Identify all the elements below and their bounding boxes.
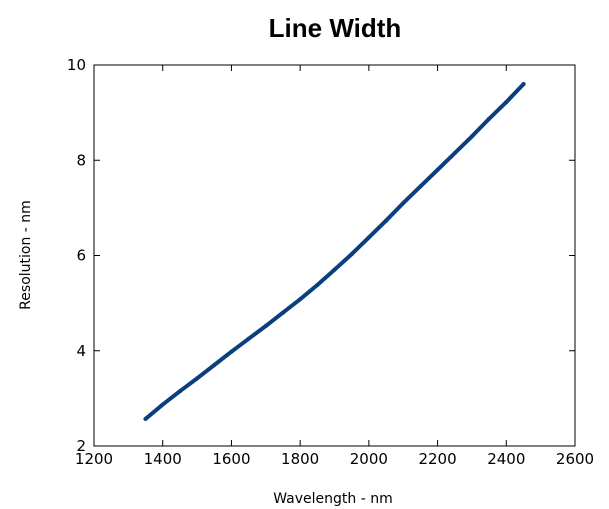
y-tick-label: 8: [76, 151, 86, 169]
x-tick-label: 2000: [350, 450, 388, 468]
y-tick-label: 2: [76, 437, 86, 455]
data-point: [263, 324, 268, 328]
x-tick-label: 2200: [418, 450, 456, 468]
data-point: [452, 151, 457, 156]
ticks: [93, 64, 576, 447]
data-point: [384, 218, 388, 223]
y-tick-label: 4: [76, 342, 86, 360]
y-tick-labels: 2 4 6 8 10: [67, 56, 86, 455]
data-point: [366, 235, 371, 240]
data-point: [315, 283, 320, 287]
data-point: [521, 82, 526, 87]
plot-frame: [93, 64, 576, 447]
data-point: [229, 349, 234, 354]
chart-title: Line Width: [269, 13, 402, 43]
data-point: [298, 297, 303, 302]
data-point: [160, 402, 165, 407]
data-point: [281, 310, 285, 315]
data-point: [435, 167, 440, 172]
x-tick-label: 2600: [556, 450, 594, 468]
data-point: [349, 252, 354, 257]
data-point: [212, 363, 217, 367]
x-tick-labels: 1200 1400 1600 1800 2000 2200 2400 2600: [75, 450, 594, 468]
x-tick-label: 1800: [281, 450, 319, 468]
data-point: [469, 134, 474, 139]
data-point: [177, 389, 182, 394]
series-line: [143, 82, 526, 421]
data-point: [195, 376, 200, 381]
data-point: [418, 184, 423, 189]
data-point: [504, 100, 509, 105]
data-point: [143, 416, 148, 421]
x-tick-label: 2400: [487, 450, 525, 468]
x-tick-label: 1600: [212, 450, 250, 468]
data-point: [401, 201, 406, 206]
data-points: [143, 82, 526, 421]
data-point: [487, 116, 492, 121]
data-point: [332, 267, 337, 272]
x-axis-label: Wavelength - nm: [273, 491, 393, 507]
y-tick-label: 10: [67, 56, 86, 74]
x-tick-label: 1400: [144, 450, 182, 468]
x-tick-label: 1200: [75, 450, 113, 468]
data-point: [246, 336, 251, 341]
y-axis-label: Resolution - nm: [18, 200, 34, 310]
y-tick-label: 6: [76, 247, 86, 265]
